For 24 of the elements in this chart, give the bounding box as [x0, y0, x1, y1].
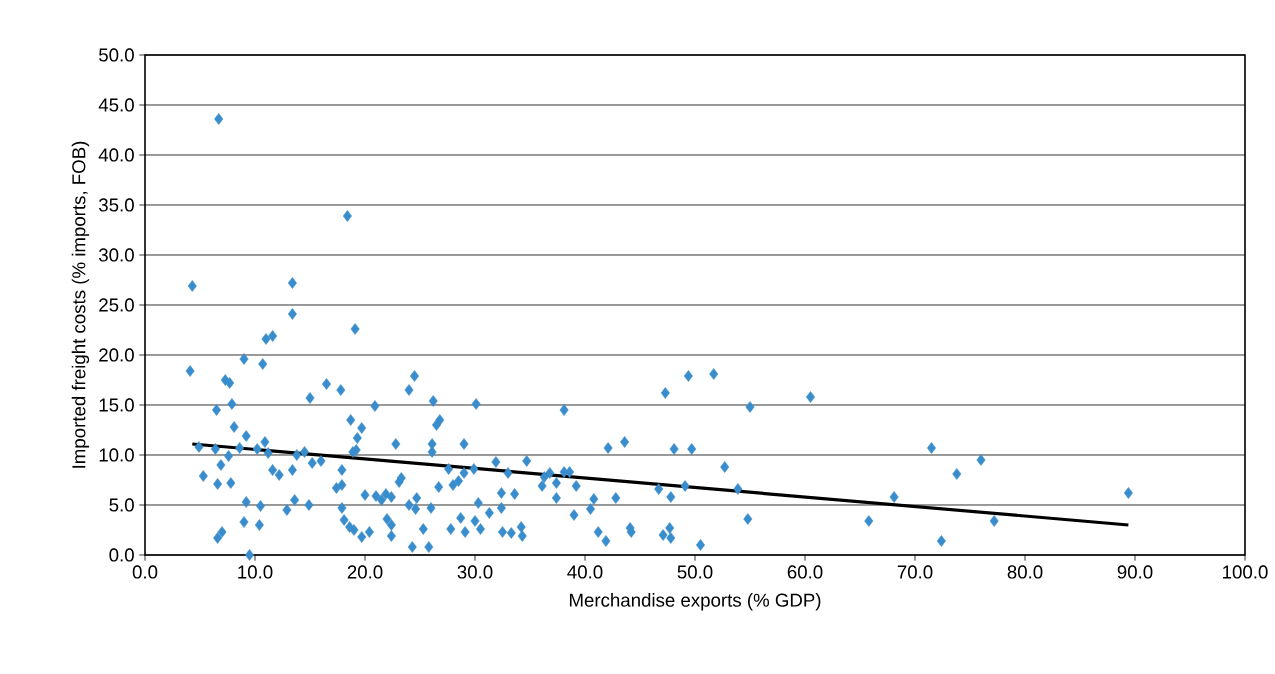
x-tick-label: 50.0 [677, 565, 713, 579]
x-tick-label: 100.0 [1223, 565, 1268, 579]
x-tick-label: 70.0 [897, 565, 933, 579]
y-tick-label: 0.0 [109, 548, 134, 562]
y-tick-label: 15.0 [99, 398, 134, 412]
x-tick-label: 0.0 [132, 565, 158, 579]
y-tick-label: 5.0 [109, 498, 134, 512]
y-tick-label: 25.0 [99, 298, 134, 312]
x-axis-title: Merchandise exports (% GDP) [569, 593, 821, 611]
x-tick-label: 90.0 [1117, 565, 1153, 579]
x-tick-label: 10.0 [238, 565, 273, 579]
x-tick-label: 30.0 [457, 565, 493, 579]
y-axis-title: Imported freight costs (% imports, FOB) [71, 141, 90, 468]
y-tick-label: 50.0 [99, 48, 134, 62]
y-tick-label: 30.0 [98, 248, 134, 262]
y-tick-label: 45.0 [98, 98, 134, 112]
x-tick-label: 60.0 [787, 565, 823, 579]
y-tick-label: 40.0 [98, 148, 134, 162]
y-tick-label: 35.0 [98, 198, 134, 212]
y-tick-label: 10.0 [99, 448, 134, 462]
x-tick-label: 80.0 [1007, 565, 1043, 579]
x-tick-label: 40.0 [567, 565, 603, 579]
y-tick-label: 20.0 [99, 348, 134, 362]
x-tick-label: 20.0 [347, 565, 383, 579]
